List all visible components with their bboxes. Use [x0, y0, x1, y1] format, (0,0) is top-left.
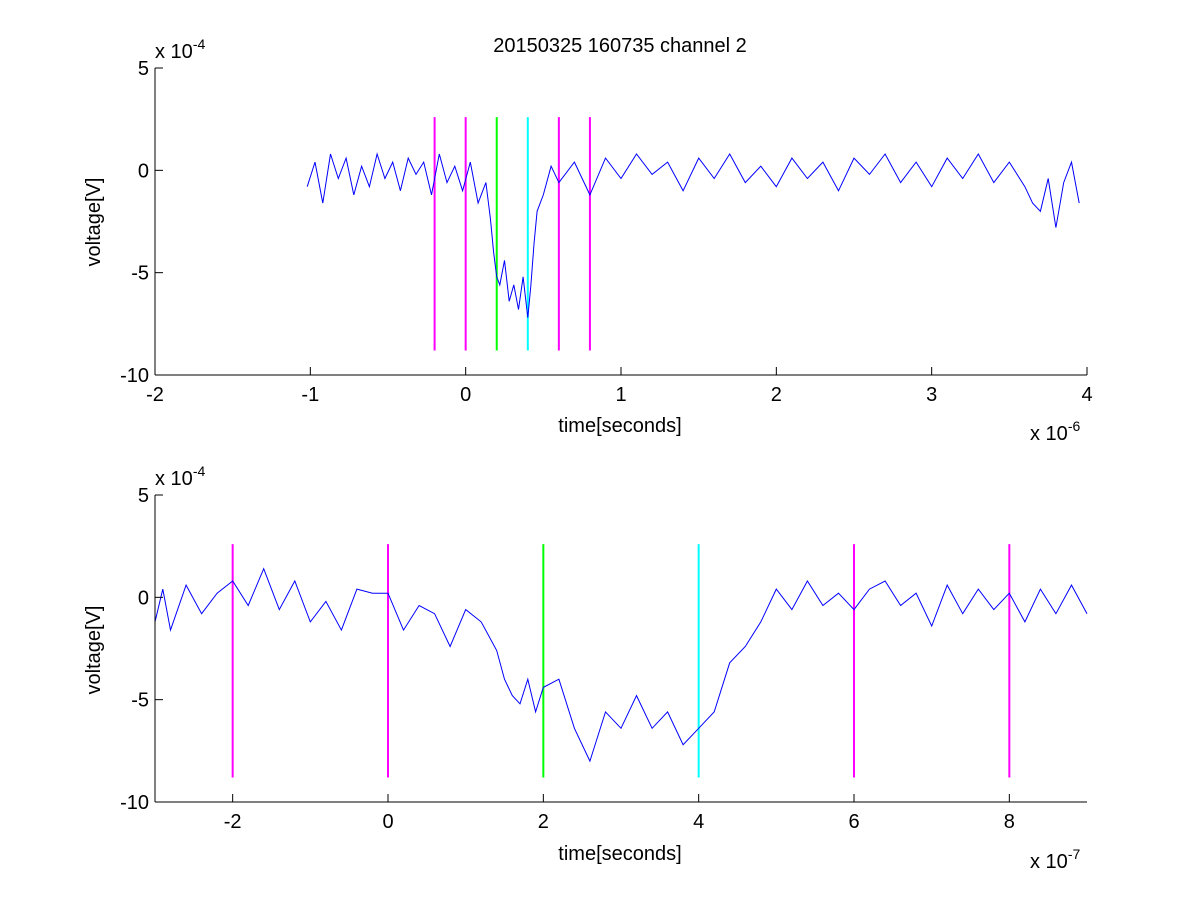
- bottom-marker-lines: [231, 544, 1011, 778]
- top-x-axis-label: time[seconds]: [558, 415, 681, 437]
- top-x-ticks: -2 -1 0 1 2 3 4: [146, 367, 1093, 406]
- y-tick-label: 0: [138, 587, 149, 609]
- x-tick-label: 2: [771, 384, 782, 406]
- top-subplot: -2 -1 0 1 2 3 4 50-5-10 time[seconds] voltage[…: [83, 36, 1093, 445]
- x-tick-label: 2: [538, 811, 549, 833]
- y-tick-label: -10: [120, 365, 149, 387]
- bottom-x-exponent: x 10-7: [1030, 846, 1080, 873]
- bottom-x-ticks: -2 0 2 4 6 8: [224, 794, 1015, 833]
- x-tick-label: -1: [301, 384, 319, 406]
- top-plot-area: [155, 68, 1087, 375]
- x-tick-label: -2: [146, 384, 164, 406]
- y-tick-label: -5: [131, 690, 149, 712]
- y-tick-label: -5: [131, 263, 149, 285]
- figure-title: 20150325 160735 channel 2: [493, 35, 747, 57]
- x-tick-label: -2: [224, 811, 242, 833]
- top-signal-line: [306, 152, 1080, 318]
- x-tick-label: 4: [693, 811, 704, 833]
- bottom-subplot: -2 0 2 4 6 8 5 0 -5 -10 time[seconds] voltage[V]…: [83, 463, 1088, 873]
- x-tick-label: 3: [926, 384, 937, 406]
- x-tick-label: 8: [1004, 811, 1015, 833]
- top-y-ticks: 5 0 -5 -10: [120, 58, 163, 387]
- top-marker-lines: [433, 117, 591, 351]
- bottom-y-exponent: x 10-4: [155, 463, 205, 490]
- x-tick-label: 1: [615, 384, 626, 406]
- bottom-axes-box: [154, 495, 1087, 803]
- y-tick-label: 0: [138, 160, 149, 182]
- bottom-signal-line: [154, 567, 1088, 763]
- y-tick-label: 5: [138, 485, 149, 507]
- bottom-y-ticks: 5 0 -5 -10: [120, 485, 163, 814]
- top-y-axis-label: voltage[V]: [83, 178, 105, 267]
- x-tick-label: 0: [460, 384, 471, 406]
- x-tick-label: 4: [1081, 384, 1092, 406]
- y-tick-label: 5: [138, 58, 149, 80]
- y-tick-label: -10: [120, 792, 149, 814]
- top-y-exponent: x 10-4: [155, 36, 205, 63]
- bottom-plot-area: [155, 495, 1087, 802]
- bottom-x-axis-label: time[seconds]: [558, 843, 681, 865]
- bottom-y-axis-label: voltage[V]: [83, 606, 105, 695]
- x-tick-label: 6: [848, 811, 859, 833]
- top-x-exponent: x 10-6: [1030, 418, 1080, 445]
- x-tick-label: 0: [382, 811, 393, 833]
